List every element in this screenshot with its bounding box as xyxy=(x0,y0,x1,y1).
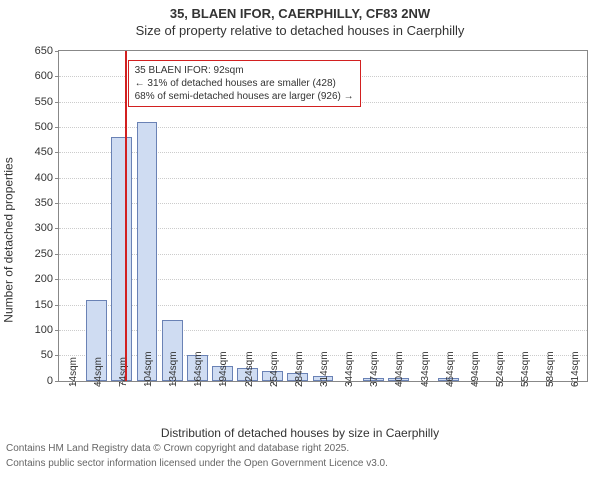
x-tick-label: 224sqm xyxy=(244,351,255,387)
y-tick-label: 250 xyxy=(35,248,59,260)
x-tick-label: 194sqm xyxy=(218,351,229,387)
y-tick-label: 50 xyxy=(41,349,59,361)
x-tick-label: 44sqm xyxy=(93,357,104,387)
x-tick-label: 434sqm xyxy=(420,351,431,387)
x-tick-label: 14sqm xyxy=(68,357,79,387)
x-tick-label: 584sqm xyxy=(545,351,556,387)
x-tick-label: 74sqm xyxy=(118,357,129,387)
x-tick-label: 404sqm xyxy=(394,351,405,387)
x-tick-label: 134sqm xyxy=(168,351,179,387)
y-tick-label: 200 xyxy=(35,273,59,285)
x-tick-label: 524sqm xyxy=(495,351,506,387)
x-tick-label: 284sqm xyxy=(294,351,305,387)
x-tick-label: 104sqm xyxy=(143,351,154,387)
plot-area: 0501001502002503003504004505005506006501… xyxy=(58,50,588,382)
x-tick-label: 164sqm xyxy=(193,351,204,387)
x-tick-label: 254sqm xyxy=(269,351,280,387)
callout-line: 35 BLAEN IFOR: 92sqm xyxy=(135,64,354,77)
y-tick-label: 0 xyxy=(47,375,59,387)
x-tick-label: 344sqm xyxy=(344,351,355,387)
y-tick-label: 150 xyxy=(35,299,59,311)
y-tick-label: 600 xyxy=(35,70,59,82)
histogram-bar xyxy=(137,122,158,381)
chart-title: 35, BLAEN IFOR, CAERPHILLY, CF83 2NW xyxy=(0,0,600,23)
y-tick-label: 550 xyxy=(35,96,59,108)
y-tick-label: 500 xyxy=(35,121,59,133)
chart-subtitle: Size of property relative to detached ho… xyxy=(0,23,600,40)
x-axis-label: Distribution of detached houses by size … xyxy=(0,426,600,440)
callout-box: 35 BLAEN IFOR: 92sqm← 31% of detached ho… xyxy=(128,60,361,107)
x-tick-label: 494sqm xyxy=(470,351,481,387)
histogram-bar xyxy=(111,137,132,381)
y-tick-label: 400 xyxy=(35,172,59,184)
footer-line-1: Contains HM Land Registry data © Crown c… xyxy=(0,440,600,455)
chart-container: Number of detached properties 0501001502… xyxy=(0,40,600,440)
footer-line-2: Contains public sector information licen… xyxy=(0,455,600,470)
y-axis-label: Number of detached properties xyxy=(1,157,15,322)
callout-line: ← 31% of detached houses are smaller (42… xyxy=(135,77,354,90)
x-tick-label: 464sqm xyxy=(445,351,456,387)
y-tick-label: 350 xyxy=(35,197,59,209)
x-tick-label: 614sqm xyxy=(570,351,581,387)
y-tick-label: 100 xyxy=(35,324,59,336)
y-tick-label: 300 xyxy=(35,222,59,234)
y-tick-label: 650 xyxy=(35,45,59,57)
callout-line: 68% of semi-detached houses are larger (… xyxy=(135,90,354,103)
x-tick-label: 374sqm xyxy=(369,351,380,387)
x-tick-label: 314sqm xyxy=(319,351,330,387)
x-tick-label: 554sqm xyxy=(520,351,531,387)
y-tick-label: 450 xyxy=(35,146,59,158)
